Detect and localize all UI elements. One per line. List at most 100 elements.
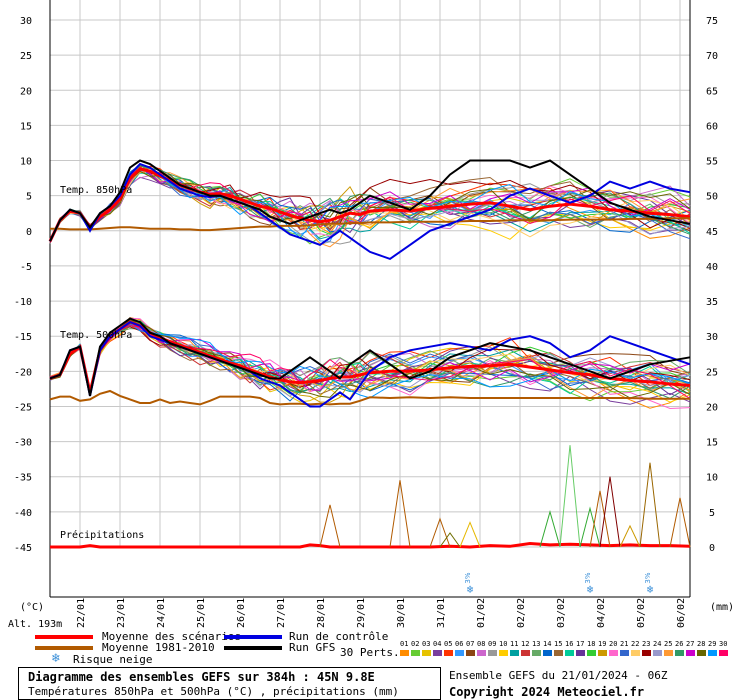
- pert-swatch: [400, 650, 409, 656]
- x-date-label: 26/01: [236, 598, 247, 628]
- pert-swatch: [411, 650, 420, 656]
- left-tick-label: 10: [20, 157, 32, 168]
- x-date-label: 01/02: [476, 598, 487, 628]
- title-box: Diagramme des ensembles GEFS sur 384h : …: [18, 667, 441, 700]
- pert-number: 25: [664, 640, 673, 648]
- pert-swatch: [631, 650, 640, 656]
- chart-grid: [49, 0, 691, 598]
- pert-number: 21: [620, 640, 629, 648]
- legend-control-swatch: [224, 635, 282, 639]
- pert-swatch: [620, 650, 629, 656]
- legend-mean-label: Moyenne des scénarios: [102, 630, 242, 643]
- series-line: [49, 389, 690, 406]
- perturbation-line: [49, 168, 691, 241]
- left-tick-label: 20: [20, 86, 32, 97]
- series-line: [50, 541, 691, 549]
- left-tick-label: -5: [20, 262, 32, 273]
- snow-risk-percent: 3%: [644, 572, 652, 583]
- x-date-label: 28/01: [316, 598, 327, 628]
- left-tick-label: 0: [26, 227, 32, 238]
- footer-subtitle: Températures 850hPa et 500hPa (°C) , pré…: [28, 685, 399, 698]
- pert-swatch: [422, 650, 431, 656]
- legend-clim-label: Moyenne 1981-2010: [102, 641, 215, 654]
- right-unit-label: (mm): [710, 602, 734, 613]
- legend-clim-swatch: [35, 646, 93, 650]
- copyright-label: Copyright 2024 Meteociel.fr: [449, 685, 645, 699]
- right-tick-label: 60: [706, 121, 718, 132]
- pert-swatch: [719, 650, 728, 656]
- panel-label: Précipitations: [60, 529, 144, 541]
- precip-spike: [539, 510, 561, 548]
- pert-number: 16: [565, 640, 574, 648]
- perturbation-line: [49, 167, 691, 242]
- legend-snow-label: Risque neige: [73, 653, 153, 666]
- pert-number: 11: [510, 640, 519, 648]
- pert-number: 28: [697, 640, 706, 648]
- pert-number: 01: [400, 640, 409, 648]
- pert-swatch: [664, 650, 673, 656]
- left-tick-label: -25: [14, 402, 32, 413]
- pert-swatch: [697, 650, 706, 656]
- pert-number: 23: [642, 640, 651, 648]
- pert-number: 17: [576, 640, 585, 648]
- snowflake-icon: ❄: [467, 583, 474, 596]
- snowflake-icon: ❄: [647, 583, 654, 596]
- perturbation-line: [49, 167, 691, 241]
- right-tick-label: 20: [706, 402, 718, 413]
- pert-swatch: [598, 650, 607, 656]
- snowflake-icon: ❄: [52, 651, 60, 666]
- pert-swatch: [587, 650, 596, 656]
- series-line: [49, 320, 691, 408]
- pert-number: 12: [521, 640, 530, 648]
- pert-number: 07: [466, 640, 475, 648]
- pert-number: 29: [708, 640, 717, 648]
- precip-spike: [439, 532, 461, 548]
- pert-swatch: [642, 650, 651, 656]
- precip-spike: [669, 497, 691, 548]
- x-date-label: 24/01: [156, 598, 167, 628]
- x-date-label: 27/01: [276, 598, 287, 628]
- pert-number: 13: [532, 640, 541, 648]
- pert-swatch: [708, 650, 717, 656]
- pert-swatch: [554, 650, 563, 656]
- panel-label: Temp. 850hPa: [60, 185, 132, 196]
- pert-number: 20: [609, 640, 618, 648]
- right-tick-label: 5: [709, 508, 715, 519]
- pert-swatch: [576, 650, 585, 656]
- pert-number: 22: [631, 640, 640, 648]
- pert-number: 30: [719, 640, 728, 648]
- left-tick-label: -40: [14, 508, 32, 519]
- series-line: [49, 159, 691, 242]
- series-line: [50, 217, 690, 232]
- x-date-label: 31/01: [436, 598, 447, 628]
- pert-number: 08: [477, 640, 486, 648]
- left-unit-label: (°C): [20, 602, 44, 613]
- pert-number: 05: [444, 640, 453, 648]
- x-date-label: 23/01: [116, 598, 127, 628]
- precip-spike: [599, 476, 621, 548]
- left-tick-label: 30: [20, 16, 32, 27]
- precip-spike: [319, 504, 341, 548]
- pert-swatch: [477, 650, 486, 656]
- right-tick-label: 55: [706, 157, 718, 168]
- panel-label: Temp. 500hPa: [60, 330, 132, 341]
- pert-swatch: [675, 650, 684, 656]
- ensemble-run-label: Ensemble GEFS du 21/01/2024 - 06Z: [449, 669, 668, 682]
- footer-title: Diagramme des ensembles GEFS sur 384h : …: [28, 670, 375, 684]
- altitude-label: Alt. 193m: [8, 619, 62, 630]
- x-date-label: 02/02: [516, 598, 527, 628]
- x-date-label: 22/01: [76, 598, 87, 628]
- pert-number: 10: [499, 640, 508, 648]
- pert-swatch: [609, 650, 618, 656]
- snowflake-icon: ❄: [587, 583, 594, 596]
- pert-number: 19: [598, 640, 607, 648]
- right-tick-label: 40: [706, 262, 718, 273]
- series-line: [49, 317, 691, 397]
- x-date-label: 04/02: [596, 598, 607, 628]
- pert-swatch: [488, 650, 497, 656]
- left-tick-label: -45: [14, 543, 32, 554]
- precip-spike: [389, 480, 411, 548]
- pert-swatch: [686, 650, 695, 656]
